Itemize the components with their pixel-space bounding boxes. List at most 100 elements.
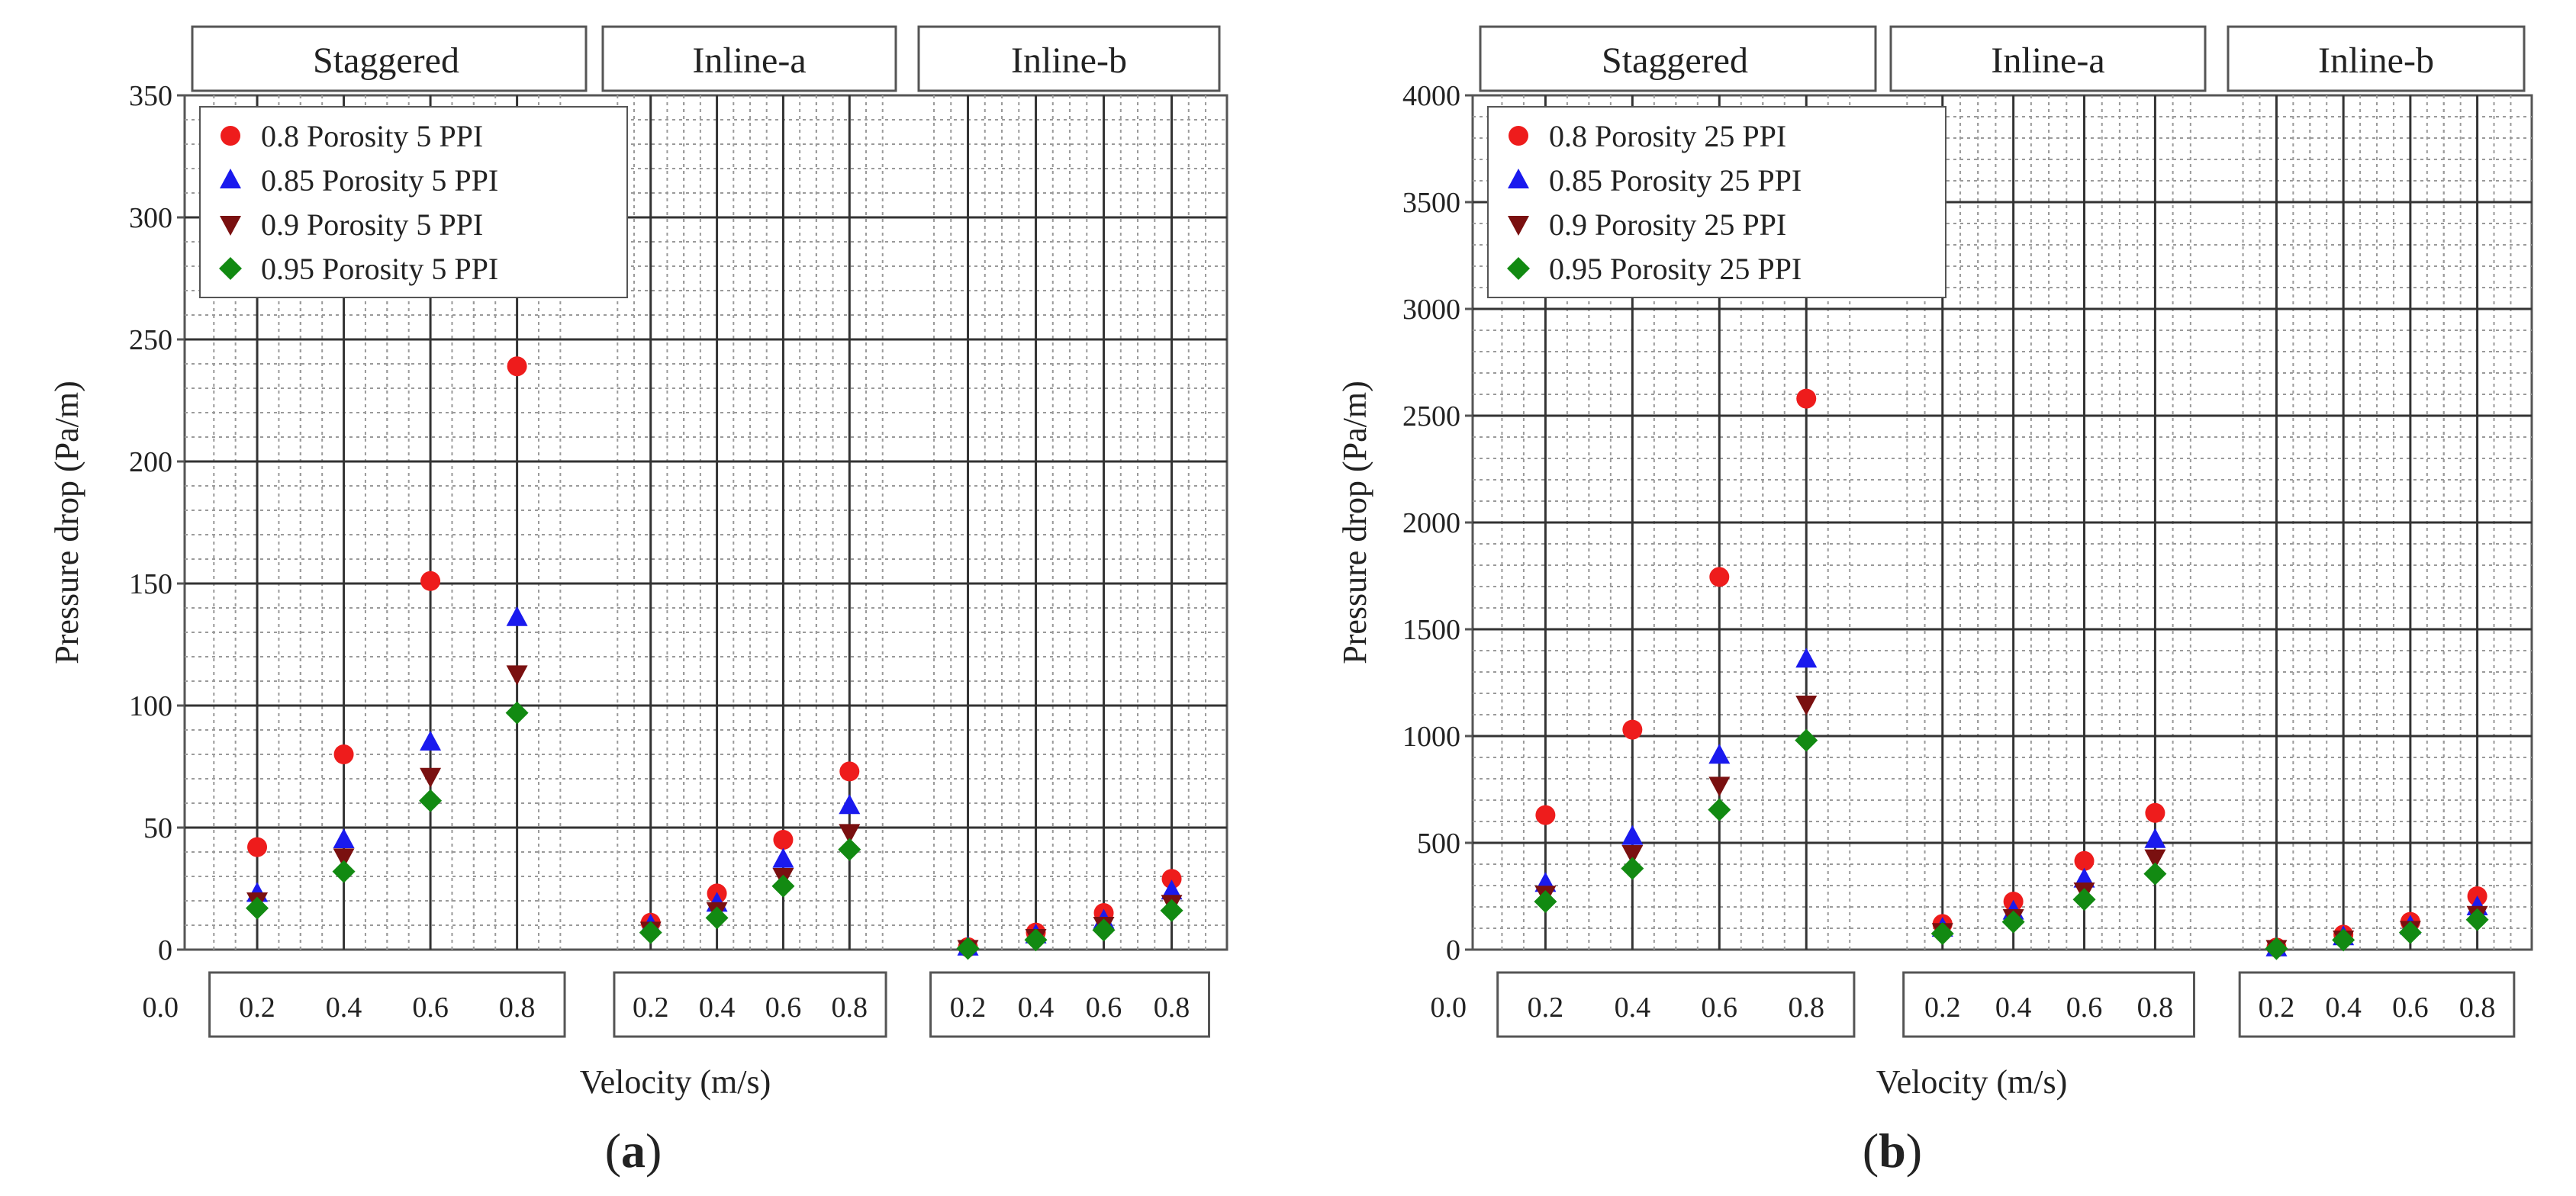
data-point	[2143, 862, 2167, 886]
x-tick-label: 0.2	[633, 992, 669, 1024]
data-point	[333, 744, 354, 764]
y-tick-label: 350	[129, 80, 172, 112]
data-point	[771, 874, 795, 898]
y-tick-label: 250	[129, 324, 172, 356]
data-points-2	[956, 869, 1183, 960]
data-point	[333, 828, 355, 848]
paren-close: )	[1906, 1124, 1922, 1178]
y-tick-label: 3000	[1402, 294, 1460, 326]
group-header-box	[2227, 25, 2526, 92]
group-header-0: Staggered	[1479, 25, 1877, 92]
x-tick-label: 0.8	[1154, 992, 1190, 1024]
data-point	[1092, 918, 1116, 942]
x-tick-label: 0.2	[2259, 992, 2295, 1024]
data-point	[1535, 805, 1556, 825]
x-tick-label: 0.8	[1789, 992, 1825, 1024]
paren-open: (	[1863, 1124, 1879, 1178]
data-points-0	[246, 356, 529, 920]
group-header-label: Staggered	[313, 40, 459, 81]
y-tick-label: 200	[129, 446, 172, 478]
data-point	[507, 356, 527, 377]
group-header-label: Inline-a	[692, 40, 806, 81]
data-points-1	[639, 761, 861, 944]
x-tick-box-2: 0.2 0.4 0.6 0.8	[929, 971, 1211, 1038]
group-header-0: Staggered	[191, 25, 588, 92]
y-tick-labels: 0 500 1000 1500 2000 2500 3000 3500 4000	[1402, 80, 1473, 966]
y-tick-label: 0	[1446, 934, 1460, 966]
data-point	[1795, 728, 1818, 752]
x-tick-label: 0.2	[1528, 992, 1564, 1024]
x-tick-label: 0.6	[765, 992, 802, 1024]
data-point	[1024, 928, 1048, 952]
data-point	[2074, 850, 2095, 871]
panel-b: 0 500 1000 1500 2000 2500 3000 3500 4000 0.0 Stagg…	[1336, 25, 2533, 1178]
x-tick-box-1: 0.2 0.4 0.6 0.8	[1902, 971, 2195, 1038]
data-point	[506, 665, 528, 686]
legend-label: 0.95 Porosity 5 PPI	[261, 252, 498, 286]
data-point	[506, 606, 528, 626]
data-point	[1621, 845, 1644, 865]
x-tick-box	[929, 971, 1211, 1038]
x-tick-box-2: 0.2 0.4 0.6 0.8	[2238, 971, 2516, 1038]
group-header-box	[1889, 25, 2207, 92]
data-points-2	[2265, 886, 2489, 960]
x-tick-box	[613, 971, 887, 1038]
legend-marker	[220, 216, 241, 236]
data-point	[773, 830, 794, 850]
data-point	[2465, 908, 2489, 931]
data-point	[639, 921, 662, 944]
x-tick-box-0: 0.2 0.4 0.6 0.8	[208, 971, 566, 1038]
y-tick-label: 1500	[1402, 614, 1460, 646]
legend-marker	[1508, 216, 1529, 236]
group-header-2: Inline-b	[917, 25, 1221, 92]
x-tick-box-1: 0.2 0.4 0.6 0.8	[613, 971, 887, 1038]
data-point	[1708, 776, 1731, 797]
y-tick-label: 2500	[1402, 400, 1460, 432]
group-header-label: Inline-b	[2318, 40, 2434, 81]
x-tick-label: 0.6	[2066, 992, 2103, 1024]
group-header-label: Inline-b	[1011, 40, 1127, 81]
x-tick-label: 0.4	[699, 992, 736, 1024]
x-axis-label: Velocity (m/s)	[580, 1063, 771, 1101]
group-header-1: Inline-a	[1889, 25, 2207, 92]
x-tick-box	[1902, 971, 2195, 1038]
data-point	[1534, 890, 1557, 913]
group-header-label: Staggered	[1602, 40, 1748, 81]
data-point	[246, 896, 269, 920]
data-point	[2265, 937, 2288, 960]
group-header-box	[191, 25, 588, 92]
data-point	[1930, 922, 1954, 945]
y-axis-label: Pressure drop (Pa/m)	[1336, 381, 1373, 664]
legend-box	[1487, 106, 1946, 298]
data-point	[1709, 567, 1730, 587]
panel-label: (b)	[1863, 1124, 1922, 1178]
data-point	[2145, 802, 2165, 823]
legend-label: 0.9 Porosity 25 PPI	[1549, 207, 1786, 242]
x-tick-box-0: 0.2 0.4 0.6 0.8	[1496, 971, 1856, 1038]
y-tick-label: 300	[129, 202, 172, 234]
panel-label-text: (b)	[1863, 1124, 1922, 1178]
legend-marker	[221, 126, 240, 146]
y-tick-label: 50	[143, 812, 172, 844]
x-tick-label: 0.8	[2459, 992, 2496, 1024]
data-point	[2144, 828, 2166, 848]
y-tick-label: 0	[158, 934, 172, 966]
data-point	[247, 837, 268, 857]
y-axis-label: Pressure drop (Pa/m)	[48, 381, 85, 664]
legend-label: 0.95 Porosity 25 PPI	[1549, 252, 1802, 286]
x-tick-label: 0.4	[1995, 992, 2032, 1024]
data-point	[2001, 910, 2025, 934]
data-point	[1796, 388, 1817, 409]
data-points-1	[1930, 802, 2167, 945]
data-point	[1161, 879, 1183, 900]
legend-box	[199, 106, 628, 298]
y-tick-label: 100	[129, 690, 172, 722]
group-header-label: Inline-a	[1991, 40, 2104, 81]
data-point	[705, 906, 729, 930]
legend-marker	[1509, 126, 1528, 146]
legend-label: 0.9 Porosity 5 PPI	[261, 207, 483, 242]
x-tick-label: 0.6	[1086, 992, 1122, 1024]
data-point	[1708, 744, 1731, 764]
group-header-box	[601, 25, 897, 92]
